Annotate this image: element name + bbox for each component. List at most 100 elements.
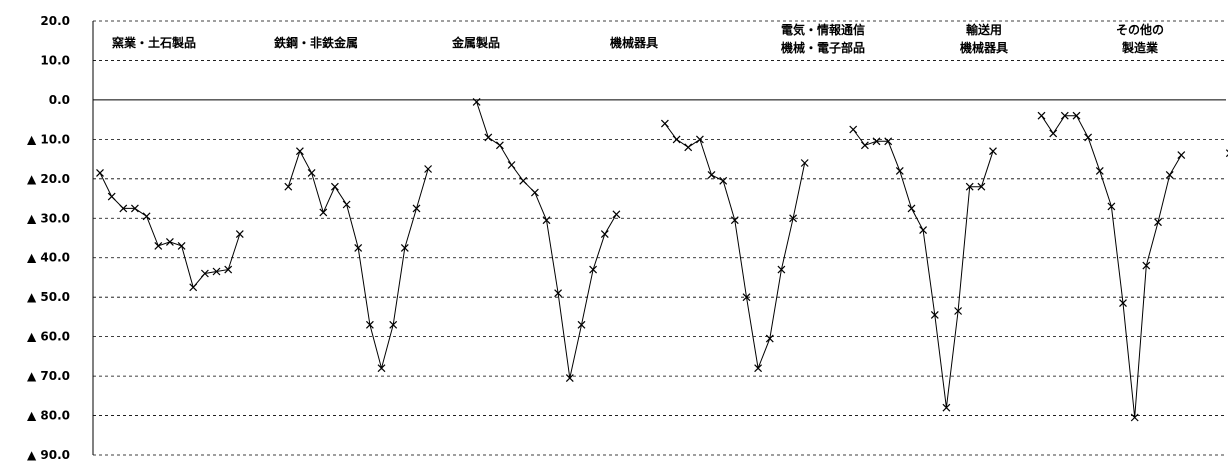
category-label: 機械器具 — [960, 40, 1008, 55]
data-point-marker — [365, 320, 374, 329]
data-point-marker — [224, 265, 233, 274]
data-point-marker — [1119, 299, 1127, 308]
data-point-marker — [177, 241, 186, 250]
category-label: その他の — [1116, 22, 1164, 37]
data-point-marker — [989, 147, 997, 156]
y-tick-label: 10.0 — [40, 53, 70, 67]
data-point-marker — [400, 243, 409, 252]
data-point-marker — [107, 192, 116, 201]
category-label: 製造業 — [1121, 40, 1159, 55]
data-point-marker — [695, 135, 704, 144]
data-point-marker — [530, 188, 539, 197]
data-point-marker — [977, 182, 986, 191]
data-point-marker — [484, 133, 493, 142]
data-point-marker — [342, 200, 351, 209]
data-point-marker — [1225, 149, 1228, 158]
category-label: 鉄鋼・非鉄金属 — [274, 35, 358, 50]
y-tick-label: ▲ 40.0 — [27, 251, 70, 265]
data-point-marker — [1095, 166, 1104, 175]
data-point-marker — [742, 293, 751, 302]
data-point-marker — [672, 135, 681, 144]
data-point-marker — [884, 137, 893, 146]
data-point-marker — [389, 320, 398, 329]
series-line — [287, 149, 429, 371]
data-point-marker — [1072, 111, 1081, 120]
data-point-marker — [612, 210, 621, 219]
y-tick-label: ▲ 30.0 — [27, 211, 70, 225]
data-point-marker — [895, 166, 904, 175]
data-point-marker — [284, 182, 293, 191]
data-point-marker — [212, 267, 221, 276]
data-point-marker — [295, 147, 304, 156]
data-point-marker — [507, 161, 516, 169]
data-point-marker — [1154, 218, 1162, 227]
data-point-marker — [354, 243, 363, 252]
data-point-marker — [1142, 261, 1151, 270]
data-point-marker — [707, 170, 716, 179]
y-tick-label: 0.0 — [49, 93, 70, 107]
data-point-marker — [130, 204, 139, 213]
data-point-marker — [565, 374, 574, 383]
data-point-marker — [377, 364, 386, 373]
data-point-marker — [660, 119, 669, 128]
data-point-marker — [200, 269, 209, 278]
data-point-marker — [330, 182, 339, 191]
data-point-marker — [412, 204, 421, 213]
data-point-marker — [965, 182, 974, 191]
y-tick-label: ▲ 70.0 — [27, 369, 70, 383]
y-tick-label: 20.0 — [40, 14, 70, 28]
data-point-marker — [189, 283, 198, 292]
category-label: 輸送用 — [966, 22, 1002, 37]
category-label: 機械・電子部品 — [781, 40, 865, 55]
data-point-marker — [860, 141, 869, 150]
data-point-marker — [1084, 133, 1093, 142]
category-label: 窯業・土石製品 — [112, 35, 196, 50]
y-tick-label: ▲ 80.0 — [27, 409, 70, 423]
data-point-marker — [942, 403, 951, 412]
data-point-marker — [495, 141, 504, 150]
data-point-marker — [954, 307, 963, 315]
data-point-marker — [1165, 170, 1174, 179]
category-label: 機械器具 — [610, 35, 658, 50]
data-point-marker — [142, 212, 151, 221]
data-point-marker — [1037, 111, 1046, 120]
data-point-marker — [777, 265, 786, 274]
data-point-marker — [730, 216, 739, 225]
series-line — [664, 123, 806, 371]
data-point-marker — [154, 241, 163, 250]
data-point-marker — [577, 320, 586, 329]
data-point-marker — [96, 168, 104, 177]
data-point-marker — [1130, 413, 1139, 422]
data-point-marker — [849, 125, 858, 134]
y-tick-label: ▲ 10.0 — [27, 132, 70, 146]
data-point-marker — [1060, 111, 1069, 120]
data-point-marker — [930, 310, 939, 319]
data-point-marker — [307, 168, 316, 177]
data-point-marker — [800, 159, 809, 167]
data-point-marker — [235, 230, 244, 239]
data-point-marker — [319, 208, 328, 217]
data-point-marker — [765, 334, 774, 343]
data-point-marker — [789, 214, 798, 223]
data-point-marker — [719, 176, 728, 185]
data-point-marker — [165, 237, 174, 246]
category-label: 電気・情報通信 — [781, 22, 865, 37]
data-point-marker — [684, 143, 693, 152]
y-tick-label: ▲ 20.0 — [27, 172, 70, 186]
data-point-marker — [1049, 129, 1058, 138]
data-point-marker — [1107, 202, 1116, 211]
data-point-marker — [600, 230, 609, 239]
data-point-marker — [119, 204, 128, 213]
series-line — [852, 129, 994, 408]
data-point-marker — [424, 165, 433, 173]
series-line — [1041, 115, 1182, 418]
data-point-marker — [1177, 151, 1186, 160]
y-tick-label: ▲ 60.0 — [27, 330, 70, 344]
data-point-marker — [872, 137, 881, 146]
data-point-marker — [519, 176, 528, 185]
y-tick-label: ▲ 50.0 — [27, 290, 70, 304]
category-label: 金属製品 — [451, 35, 500, 50]
data-point-marker — [472, 97, 481, 106]
